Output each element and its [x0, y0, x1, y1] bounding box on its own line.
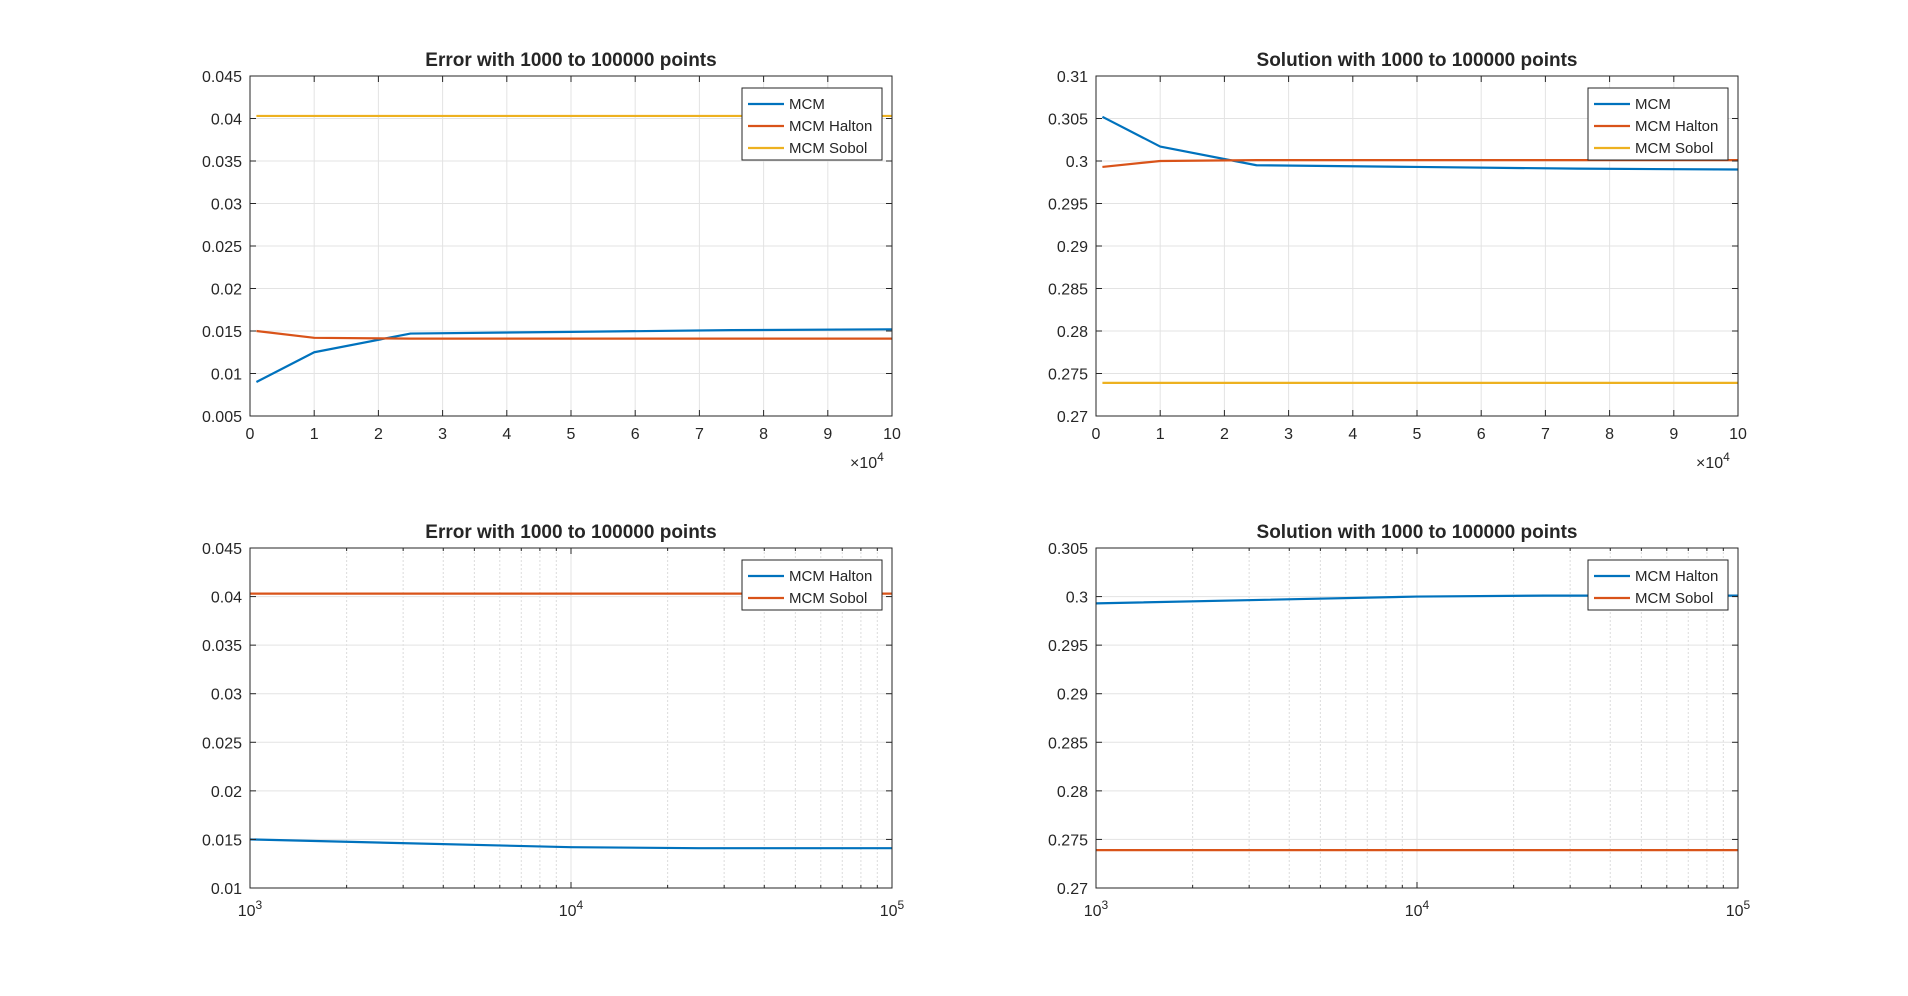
x-tick-label: 10 — [883, 426, 901, 443]
y-tick-label: 0.045 — [202, 69, 242, 86]
y-tick-label: 0.305 — [1048, 541, 1088, 558]
x-tick-label: 2 — [1220, 426, 1229, 443]
legend-label: MCM Sobol — [789, 590, 867, 607]
y-tick-label: 0.285 — [1048, 282, 1088, 299]
chart-3: 0.01 0.015 0.02 0.025 0.03 0.035 0.04 0.045 103 1… — [202, 522, 905, 920]
y-tick-label: 0.04 — [211, 112, 242, 129]
y-tick-label: 0.045 — [202, 541, 242, 558]
x-tick-label: 5 — [1413, 426, 1422, 443]
y-tick-label: 0.275 — [1048, 832, 1088, 849]
legend-label: MCM Halton — [789, 568, 872, 585]
y-tick-label: 0.025 — [202, 735, 242, 752]
legend: MCM MCM Halton MCM Sobol — [1587, 87, 1729, 161]
x-exponent-label: ×104 — [1696, 450, 1730, 472]
y-tick-label: 0.27 — [1057, 409, 1088, 426]
y-tick-label: 0.29 — [1057, 239, 1088, 256]
x-tick-label: 6 — [1477, 426, 1486, 443]
legend-label: MCM — [789, 96, 825, 113]
legend-box — [1587, 559, 1729, 611]
y-tick-label: 0.02 — [211, 282, 242, 299]
y-tick-label: 0.295 — [1048, 197, 1088, 214]
x-tick-label: 6 — [631, 426, 640, 443]
series-line-mcm — [1101, 115, 1739, 171]
x-tick-label: 104 — [559, 898, 584, 920]
y-tick-label: 0.02 — [211, 784, 242, 801]
y-tick-label: 0.03 — [211, 687, 242, 704]
x-tick-label: 7 — [1541, 426, 1550, 443]
y-tick-label: 0.01 — [211, 367, 242, 384]
series-line-mcm-halton — [256, 329, 892, 340]
legend: MCM Halton MCM Sobol — [741, 559, 883, 611]
y-tick-label: 0.27 — [1057, 881, 1088, 898]
y-tick-label: 0.285 — [1048, 735, 1088, 752]
legend-label: MCM Sobol — [789, 140, 867, 157]
legend-label: MCM Sobol — [1635, 140, 1713, 157]
x-tick-label: 4 — [502, 426, 511, 443]
legend-box — [741, 559, 883, 611]
x-tick-label: 103 — [238, 898, 263, 920]
x-tick-label: 5 — [567, 426, 576, 443]
y-tick-label: 0.005 — [202, 409, 242, 426]
x-tick-label: 9 — [823, 426, 832, 443]
x-exponent-label: ×104 — [850, 450, 884, 472]
series-line-mcm — [255, 328, 893, 383]
legend-label: MCM Sobol — [1635, 590, 1713, 607]
chart-title: Error with 1000 to 100000 points — [425, 50, 716, 71]
y-tick-label: 0.03 — [211, 197, 242, 214]
x-tick-label: 2 — [374, 426, 383, 443]
y-tick-label: 0.015 — [202, 324, 242, 341]
y-tick-label: 0.275 — [1048, 367, 1088, 384]
chart-title: Error with 1000 to 100000 points — [425, 522, 716, 543]
x-tick-label: 3 — [438, 426, 447, 443]
y-tick-label: 0.035 — [202, 638, 242, 655]
x-tick-label: 105 — [880, 898, 905, 920]
x-tick-label: 4 — [1348, 426, 1357, 443]
x-tick-label: 8 — [759, 426, 768, 443]
y-tick-label: 0.295 — [1048, 638, 1088, 655]
x-tick-label: 0 — [1092, 426, 1101, 443]
x-tick-label: 105 — [1726, 898, 1751, 920]
legend-box — [1587, 87, 1729, 161]
chart-2: 0.27 0.275 0.28 0.285 0.29 0.295 0.3 0.305 0.31 0… — [1048, 50, 1747, 472]
y-tick-label: 0.31 — [1057, 69, 1088, 86]
y-tick-label: 0.04 — [211, 590, 242, 607]
chart-1: 0.005 0.01 0.015 0.02 0.025 0.03 0.035 0.04 0.04… — [202, 50, 901, 472]
y-tick-label: 0.29 — [1057, 687, 1088, 704]
x-tick-label: 8 — [1605, 426, 1614, 443]
legend-label: MCM Halton — [789, 118, 872, 135]
x-tick-label: 3 — [1284, 426, 1293, 443]
y-tick-label: 0.28 — [1057, 784, 1088, 801]
x-tick-label: 104 — [1405, 898, 1430, 920]
legend: MCM Halton MCM Sobol — [1587, 559, 1729, 611]
y-tick-label: 0.3 — [1066, 154, 1088, 171]
x-tick-label: 10 — [1729, 426, 1747, 443]
y-tick-label: 0.305 — [1048, 112, 1088, 129]
y-tick-label: 0.025 — [202, 239, 242, 256]
x-tick-label: 0 — [246, 426, 255, 443]
x-tick-label: 9 — [1669, 426, 1678, 443]
series-line-mcm-halton — [249, 838, 892, 850]
y-tick-label: 0.01 — [211, 881, 242, 898]
x-tick-label: 7 — [695, 426, 704, 443]
x-tick-label: 1 — [1156, 426, 1165, 443]
chart-title: Solution with 1000 to 100000 points — [1257, 50, 1578, 71]
chart-4: 0.27 0.275 0.28 0.285 0.29 0.295 0.3 0.305 103 10… — [1048, 522, 1751, 920]
y-tick-label: 0.28 — [1057, 324, 1088, 341]
legend-label: MCM Halton — [1635, 568, 1718, 585]
x-tick-label: 1 — [310, 426, 319, 443]
legend-label: MCM Halton — [1635, 118, 1718, 135]
y-tick-label: 0.015 — [202, 832, 242, 849]
chart-title: Solution with 1000 to 100000 points — [1257, 522, 1578, 543]
x-tick-label: 103 — [1084, 898, 1109, 920]
legend: MCM MCM Halton MCM Sobol — [741, 87, 883, 161]
y-tick-label: 0.3 — [1066, 590, 1088, 607]
legend-label: MCM — [1635, 96, 1671, 113]
y-tick-label: 0.035 — [202, 154, 242, 171]
